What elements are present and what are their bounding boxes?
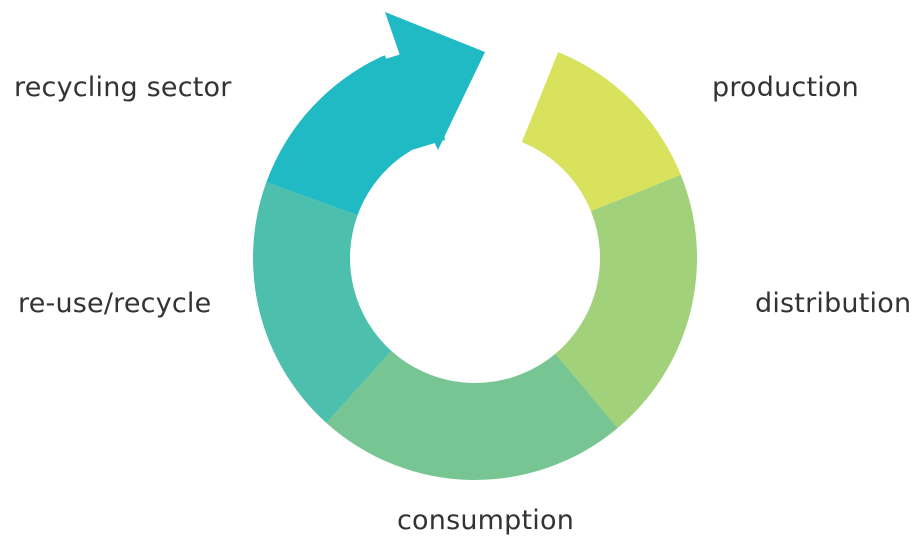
arrow-shaft [364, 45, 445, 150]
label-recycling-sector: recycling sector [14, 72, 232, 103]
label-consumption: consumption [397, 505, 575, 536]
label-production: production [712, 72, 859, 103]
segment-consumption [326, 350, 618, 480]
label-re-use-recycle: re-use/recycle [18, 288, 212, 319]
segment-distribution [555, 174, 697, 429]
segment-production [521, 52, 681, 212]
label-distribution: distribution [755, 288, 912, 319]
segment-reuse [252, 182, 392, 423]
